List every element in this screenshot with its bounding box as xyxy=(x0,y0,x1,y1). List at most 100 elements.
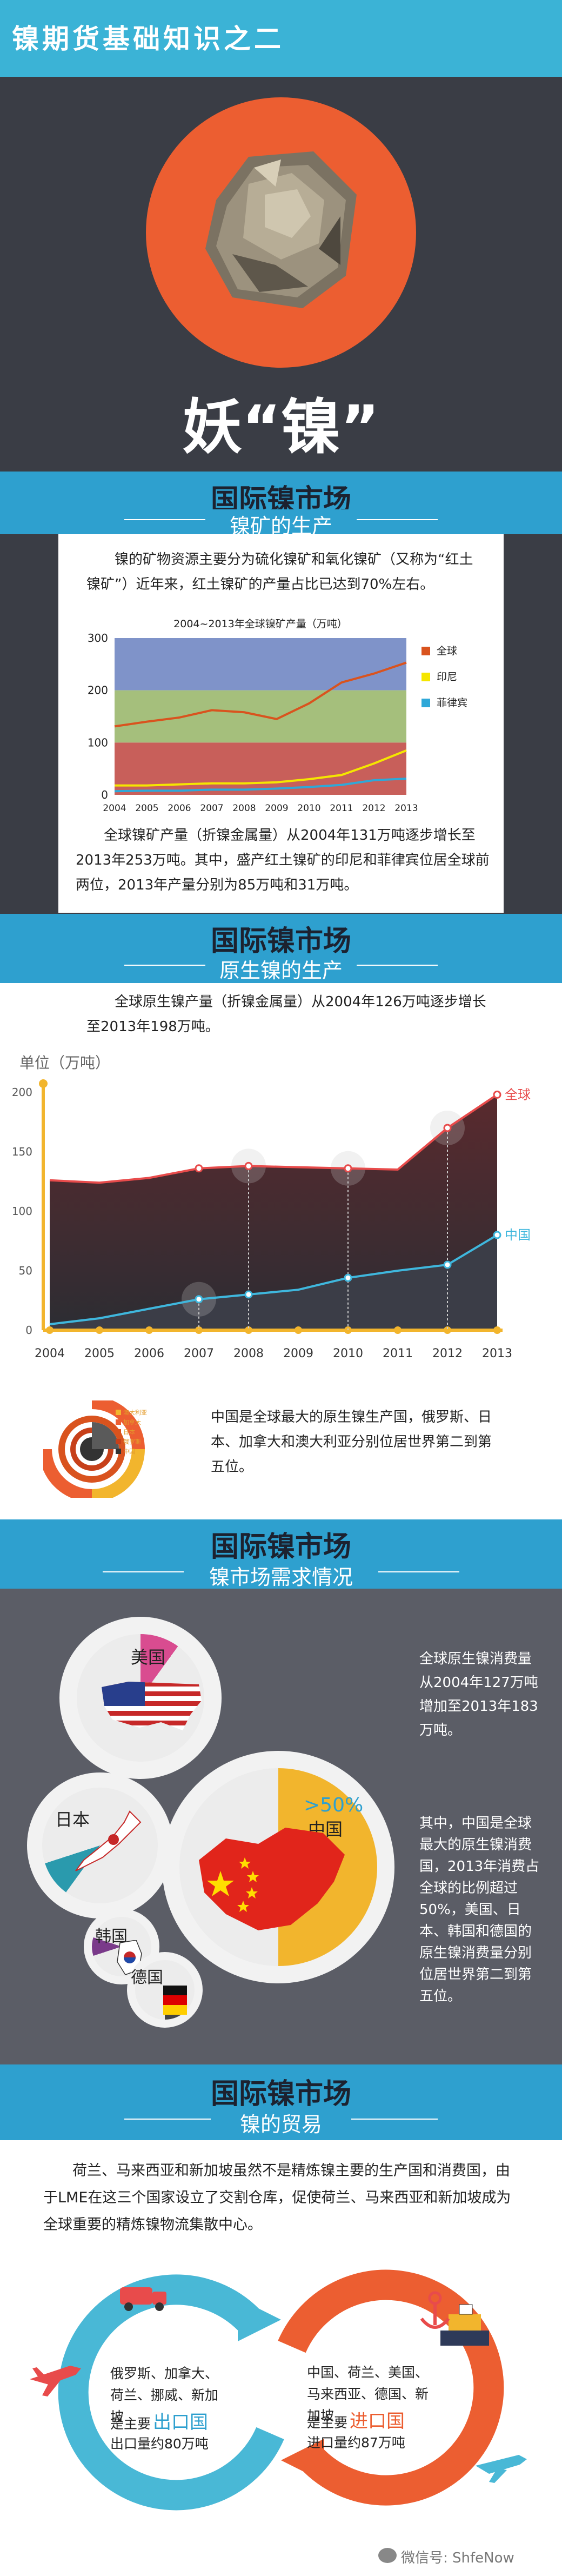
china-share: >50% xyxy=(304,1794,364,1816)
ore-production-chart: 2004~2013年全球镍矿产量（万吨） 0 100 200 300 2004 2005 20… xyxy=(88,618,467,814)
x-tick-label: 2011 xyxy=(330,803,353,814)
producer-legend-label: 中国 xyxy=(123,1448,135,1455)
x-tick-dot xyxy=(394,1326,402,1334)
producer-legend-label: 俄罗斯 xyxy=(123,1438,141,1445)
x-tick-dot xyxy=(145,1326,153,1334)
x-tick-label: 2005 xyxy=(135,803,158,814)
trade-cycle-graphic xyxy=(30,2269,527,2511)
import-countries: 中国、荷兰、美国、马来西亚、德国、新加坡 xyxy=(307,2365,429,2424)
global-area xyxy=(50,1094,497,1330)
section-1-subtitle: 镍矿的生产 xyxy=(205,509,357,539)
import-volume: 进口量约87万吨 xyxy=(307,2435,405,2451)
x-tick-label: 2010 xyxy=(333,1347,363,1360)
primary-note: 中国是全球最大的原生镍生产国，俄罗斯、日本、加拿大和澳大利亚分别位居世界第二到第… xyxy=(211,1409,492,1475)
export-countries: 俄罗斯、加拿大、荷兰、挪威、新加坡 xyxy=(110,2366,219,2425)
section-2-title: 国际镍市场 xyxy=(210,925,351,958)
series-line-0 xyxy=(114,661,407,728)
import-line: 是主要 进口国 xyxy=(307,2406,447,2433)
data-point xyxy=(493,1231,501,1239)
data-point xyxy=(244,1290,253,1299)
legend-swatch xyxy=(422,647,430,655)
china-map-flag xyxy=(199,1828,345,1930)
japan-pie xyxy=(42,1788,158,1903)
x-tick-label: 2006 xyxy=(134,1347,164,1360)
data-point xyxy=(244,1161,253,1170)
japan-map xyxy=(75,1810,142,1871)
y-tick-label: 100 xyxy=(88,736,108,749)
primary-production-chart: 0 50 100 150 200 2004 2005 2006 2007 2008 2009 2010… xyxy=(12,1079,531,1360)
anchor-icon xyxy=(420,2291,450,2329)
x-tick-dot xyxy=(245,1326,252,1334)
x-tick-label: 2009 xyxy=(283,1347,313,1360)
data-point xyxy=(195,1295,203,1304)
legend-label: 全球 xyxy=(437,645,457,657)
germany-flag xyxy=(163,1986,187,2015)
ore-intro: 镍的矿物资源主要分为硫化镍矿和氧化镍矿（又称为“红土镍矿”）近年来，红土镍矿的产… xyxy=(86,552,473,593)
series-line-1 xyxy=(115,749,407,787)
data-point xyxy=(344,1273,352,1282)
usa-map-flag xyxy=(102,1682,202,1730)
data-point xyxy=(344,1164,352,1173)
x-tick-dot xyxy=(46,1326,53,1334)
wechat-icon xyxy=(378,2548,397,2563)
x-tick-label: 2007 xyxy=(200,803,223,814)
y-tick-label: 200 xyxy=(88,684,108,697)
germany-label: 德国 xyxy=(131,1968,163,1987)
data-point xyxy=(443,1124,452,1132)
legend-swatch xyxy=(422,673,430,681)
x-tick-label: 2008 xyxy=(232,803,256,814)
x-tick-label: 2012 xyxy=(362,803,385,814)
data-point xyxy=(195,1164,203,1173)
export-line: 是主要 出口国 xyxy=(110,2407,240,2434)
producer-legend-label: 加拿大 xyxy=(123,1419,141,1426)
import-keyword: 进口国 xyxy=(350,2411,405,2432)
data-point xyxy=(493,1090,501,1099)
wechat-id: 微信号: ShfeNow xyxy=(401,2550,514,2566)
ore-summary: 全球镍矿产量（折镍金属量）从2004年131万吨逐步增长至2013年253万吨。… xyxy=(76,827,490,893)
x-tick-label: 2010 xyxy=(297,803,320,814)
x-tick-dot xyxy=(295,1326,302,1334)
series-line-2 xyxy=(114,778,407,793)
y-axis-cap xyxy=(39,1079,48,1088)
data-point xyxy=(443,1260,452,1269)
chart-title: 2004~2013年全球镍矿产量（万吨） xyxy=(173,618,347,630)
legend-label: 印尼 xyxy=(437,671,457,683)
usa-label: 美国 xyxy=(131,1647,166,1668)
band-top xyxy=(115,638,406,691)
plane-icon xyxy=(30,2366,81,2396)
x-tick-label: 2008 xyxy=(233,1347,264,1360)
export-volume: 出口量约80万吨 xyxy=(110,2436,209,2452)
producer-legend-label: 日本 xyxy=(123,1429,135,1436)
x-tick-label: 2004 xyxy=(103,803,126,814)
x-tick-label: 2005 xyxy=(84,1347,115,1360)
producer-legend: 澳大利亚 加拿大 日本 俄罗斯 中国 xyxy=(116,1408,164,1456)
primary-unit: 单位（万吨） xyxy=(19,1054,111,1072)
series-label: 中国 xyxy=(505,1227,531,1243)
x-tick-label: 2012 xyxy=(432,1347,463,1360)
demand-text-1: 全球原生镍消费量从2004年127万吨增加至2013年183万吨。 xyxy=(419,1651,538,1738)
header-band xyxy=(0,0,562,77)
x-tick-dot xyxy=(96,1326,103,1334)
primary-intro: 全球原生镍产量（折镍金属量）从2004年126万吨逐步增长至2013年198万吨… xyxy=(86,994,486,1035)
series-title: 镍期货基础知识之二 xyxy=(12,23,284,55)
demand-text-2: 其中，中国是全球最大的原生镍消费国，2013年消费占全球的比例超过50%，美国、… xyxy=(419,1815,540,2004)
y-tick-label: 200 xyxy=(12,1086,32,1099)
export-keyword: 出口国 xyxy=(153,2412,209,2433)
y-tick-label: 100 xyxy=(12,1205,32,1218)
x-tick-label: 2013 xyxy=(482,1347,512,1360)
series-line-1 xyxy=(49,1234,498,1325)
band-low xyxy=(115,742,406,795)
section-4-subtitle: 镍的贸易 xyxy=(211,2108,351,2137)
legend-swatch xyxy=(422,699,430,707)
y-tick-label: 0 xyxy=(25,1324,32,1337)
x-tick-dot xyxy=(493,1326,501,1334)
section-3-title: 国际镍市场 xyxy=(210,1531,351,1563)
x-tick-label: 2009 xyxy=(265,803,288,814)
producer-legend-label: 澳大利亚 xyxy=(123,1409,147,1416)
y-tick-label: 150 xyxy=(12,1145,32,1158)
truck-icon xyxy=(120,2287,166,2311)
x-tick-dot xyxy=(444,1326,451,1334)
export-pre: 是主要 xyxy=(110,2416,151,2432)
main-title: 妖“镍” xyxy=(182,393,380,462)
import-pre: 是主要 xyxy=(307,2415,348,2431)
